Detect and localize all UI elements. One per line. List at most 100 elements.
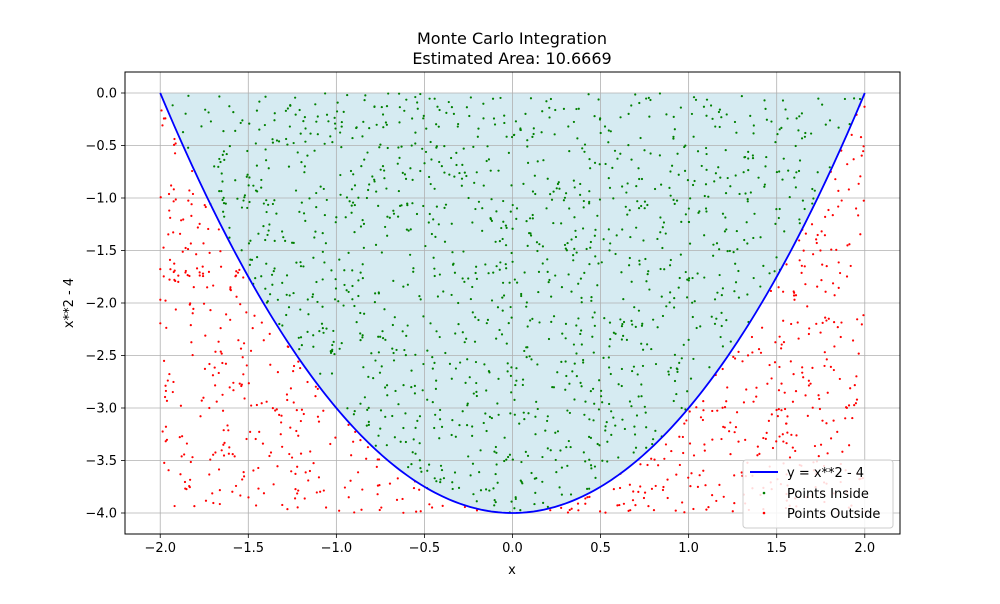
point-inside [439,464,443,467]
point-outside [857,182,860,185]
point-outside [699,416,703,419]
point-outside [824,290,827,293]
point-outside [771,446,775,450]
point-inside [626,213,629,216]
point-inside [243,196,246,199]
point-outside [849,264,852,268]
point-outside [173,278,176,281]
point-outside [570,507,573,510]
point-inside [498,240,501,243]
point-inside [399,440,402,443]
point-inside [285,274,289,277]
point-inside [289,104,292,107]
point-inside [361,135,364,138]
point-inside [710,315,713,318]
point-outside [647,505,650,508]
point-inside [647,96,650,99]
point-outside [239,347,243,350]
point-outside [169,216,172,219]
point-inside [378,146,381,149]
point-inside [607,228,610,231]
point-inside [433,274,436,278]
point-inside [573,362,576,365]
point-inside [620,338,623,341]
point-inside [604,425,607,428]
point-inside [609,372,612,376]
point-inside [550,295,553,298]
point-inside [294,113,297,116]
point-inside [684,213,687,216]
point-inside [678,361,681,365]
point-outside [173,137,176,141]
point-inside [255,109,259,112]
point-inside [565,446,568,449]
point-inside [373,105,376,109]
point-inside [783,230,786,233]
point-inside [712,243,715,246]
point-inside [704,146,708,150]
point-inside [549,193,552,196]
point-inside [804,131,807,135]
point-outside [791,446,794,449]
point-inside [598,163,601,166]
point-outside [715,499,718,503]
point-inside [724,149,727,152]
point-inside [757,176,760,179]
point-inside [634,93,637,96]
point-inside [687,279,690,282]
point-inside [649,152,652,155]
point-outside [312,462,315,465]
point-inside [380,105,383,109]
point-inside [361,336,364,339]
point-outside [770,413,773,416]
x-tick-label: 0.5 [590,541,611,556]
point-inside [500,226,503,230]
point-inside [375,190,378,193]
point-outside [262,492,266,495]
point-outside [773,361,777,364]
point-inside [538,243,541,246]
point-inside [609,130,612,133]
point-outside [184,246,187,250]
point-inside [752,276,755,280]
point-inside [686,179,690,182]
point-inside [268,223,271,226]
point-inside [580,385,583,388]
point-inside [720,116,723,119]
point-inside [444,351,447,355]
point-inside [534,433,537,436]
point-outside [212,453,215,456]
point-outside [807,384,811,387]
point-inside [638,263,641,266]
point-inside [726,250,729,253]
point-outside [268,454,271,458]
point-inside [743,156,746,159]
point-inside [589,246,592,249]
point-inside [565,249,568,252]
point-inside [340,125,343,128]
point-inside [663,268,666,271]
point-inside [510,316,513,319]
point-inside [608,186,612,189]
point-outside [231,490,234,493]
point-inside [373,301,376,304]
point-inside [717,110,721,114]
point-outside [242,475,246,478]
point-outside [701,418,705,422]
point-inside [465,337,468,340]
x-tick-label: −2.0 [144,541,176,556]
point-inside [551,386,554,389]
point-inside [744,192,747,195]
point-inside [581,227,585,230]
point-outside [643,491,647,494]
point-inside [653,187,657,191]
point-outside [219,250,222,253]
point-inside [443,240,447,243]
point-inside [646,343,649,346]
point-inside [303,171,306,174]
point-inside [667,370,670,373]
point-inside [325,198,328,202]
point-inside [591,316,594,319]
point-outside [162,359,166,362]
point-outside [428,503,431,506]
